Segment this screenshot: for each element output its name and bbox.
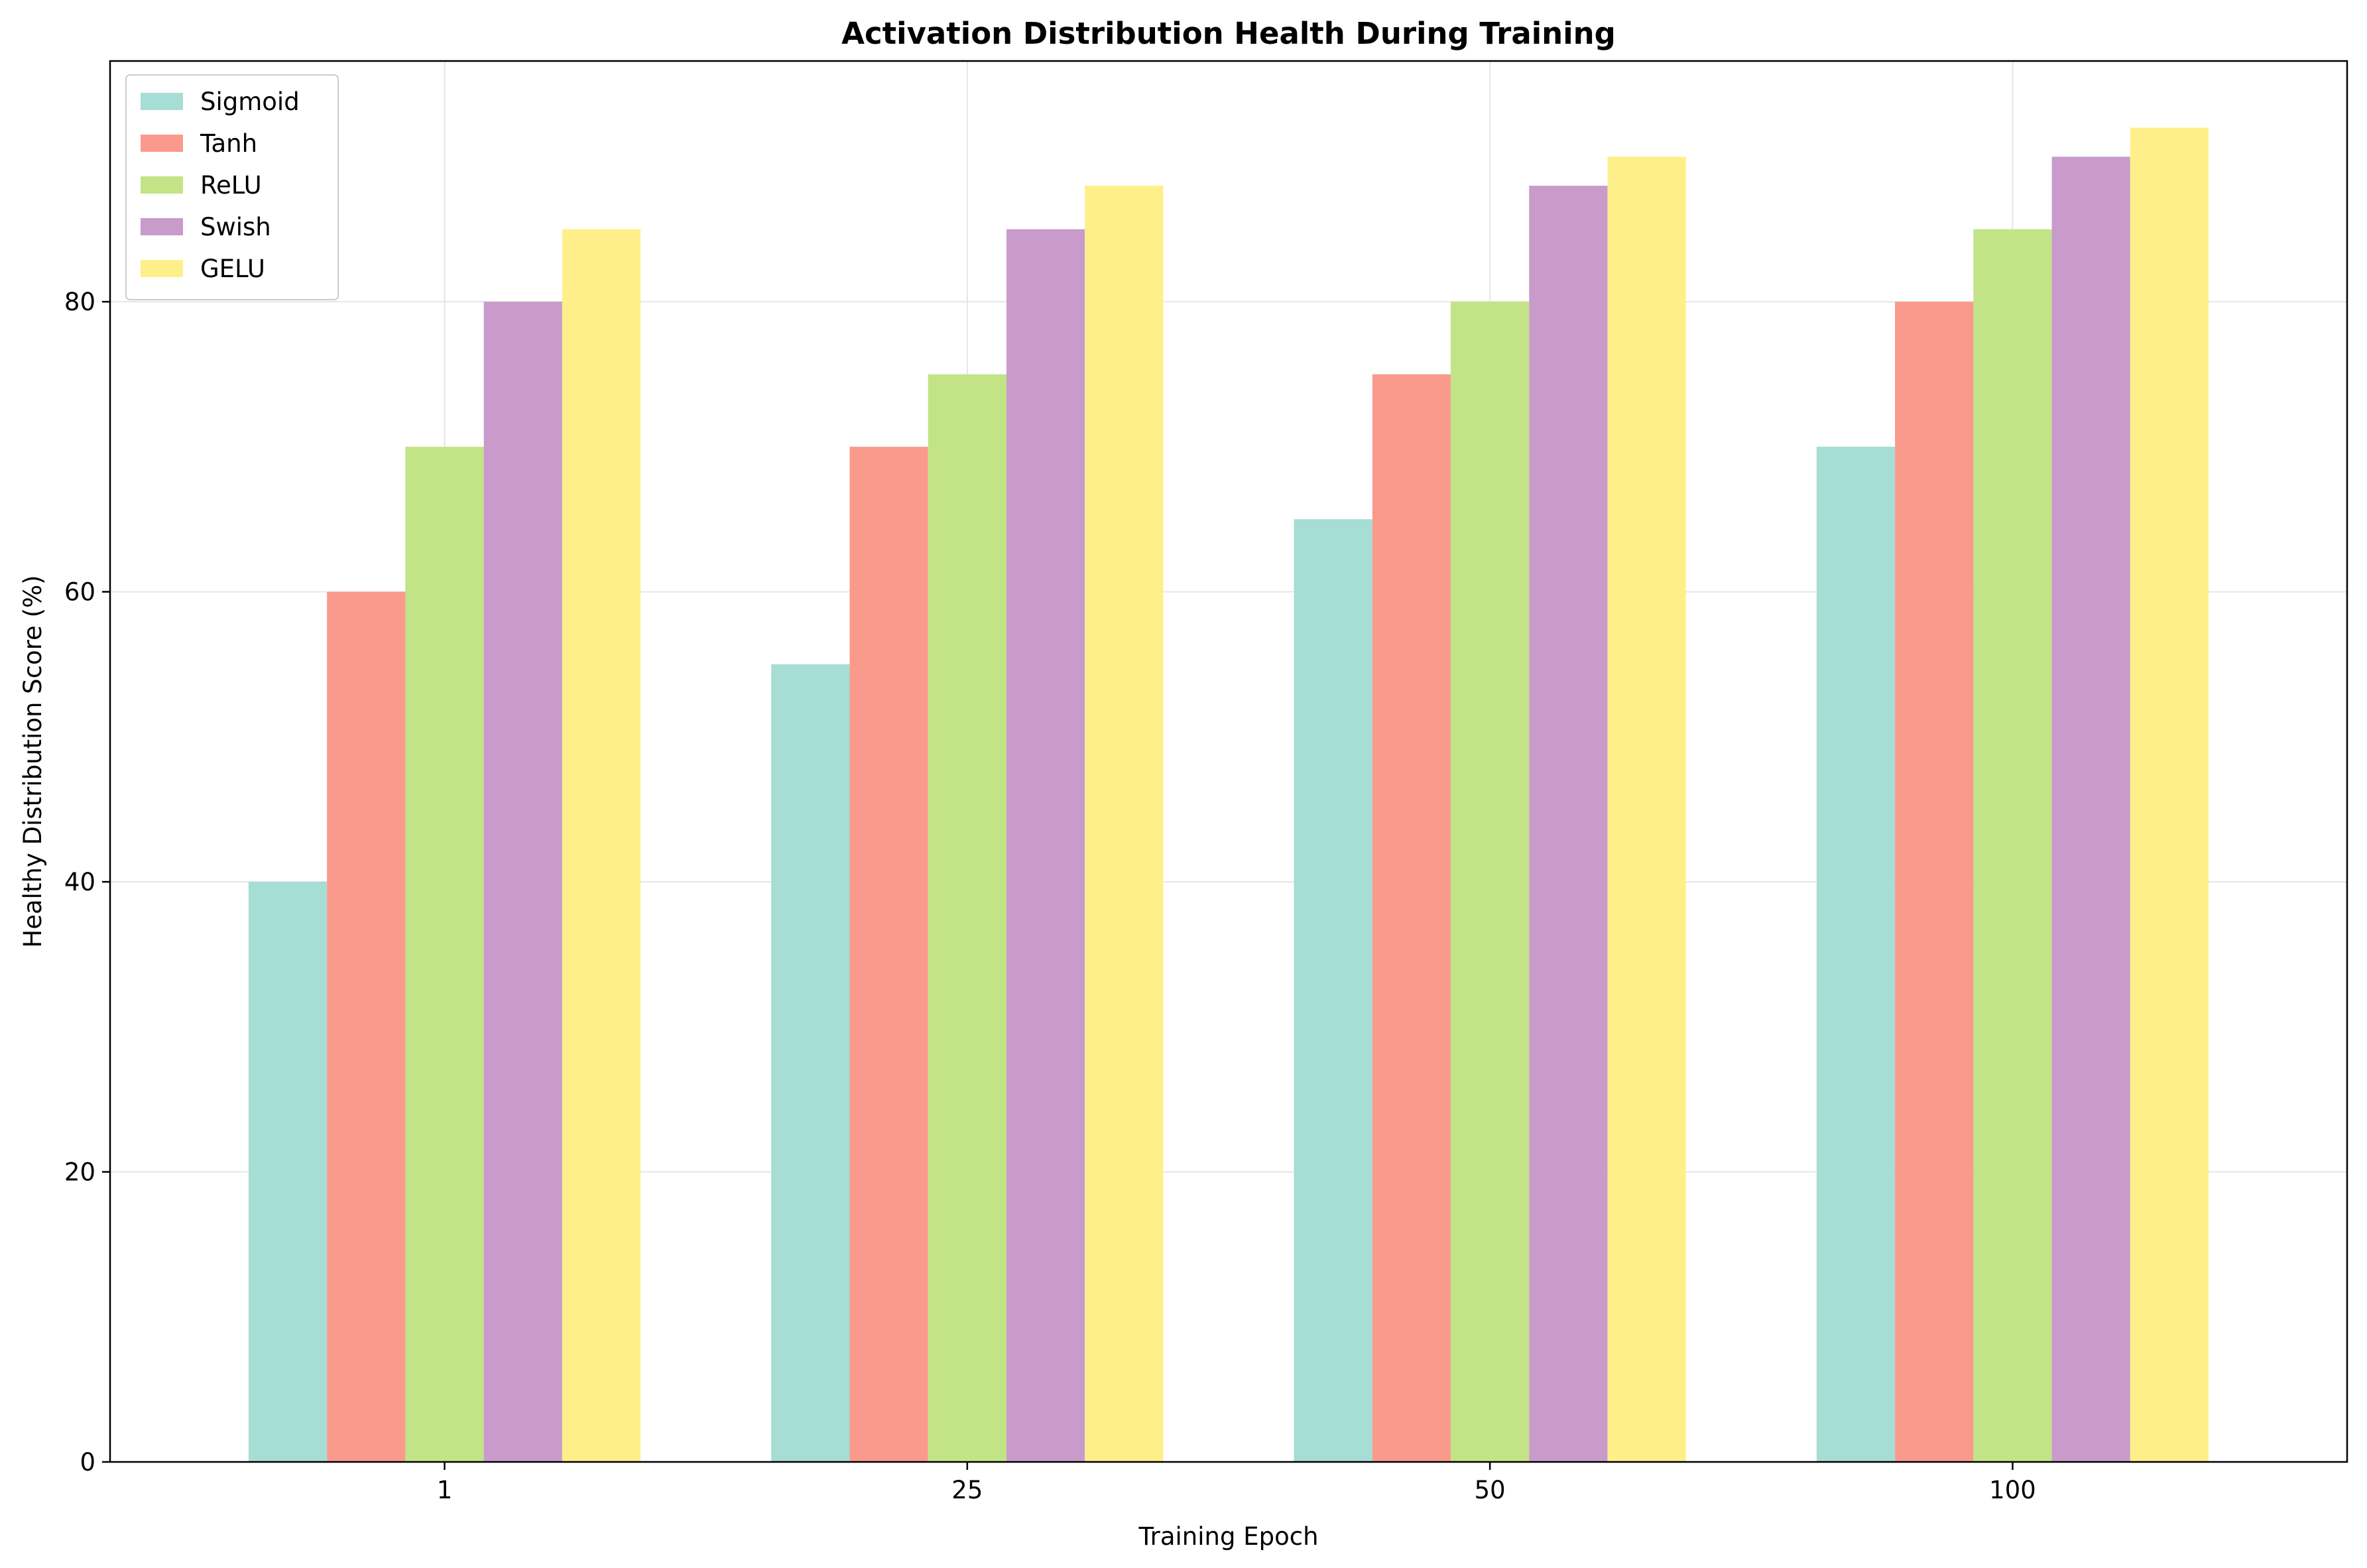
bars (248, 127, 2209, 1463)
bar-sigmoid-100 (1816, 446, 1896, 1462)
x-tick-label: 50 (1475, 1476, 1506, 1504)
legend-label-gelu: GELU (200, 255, 265, 283)
bar-gelu-50 (1607, 156, 1686, 1462)
legend-label-tanh: Tanh (200, 129, 257, 158)
bar-gelu-100 (2130, 127, 2209, 1463)
y-tick-label: 20 (64, 1158, 95, 1187)
legend-swatch-gelu (141, 260, 183, 277)
legend-label-sigmoid: Sigmoid (200, 88, 300, 116)
bar-gelu-1 (562, 229, 641, 1462)
x-tick-label: 100 (1989, 1476, 2036, 1504)
bar-swish-50 (1529, 186, 1608, 1462)
chart-title: Activation Distribution Health During Tr… (841, 16, 1616, 51)
legend-label-relu: ReLU (200, 171, 262, 200)
legend-swatch-sigmoid (141, 93, 183, 110)
legend-items: Sigmoid Tanh ReLU Swish GELU (141, 88, 300, 283)
legend-box (125, 74, 339, 300)
bar-sigmoid-50 (1294, 519, 1372, 1462)
bar-relu-1 (405, 446, 484, 1462)
legend-swatch-tanh (141, 135, 183, 152)
bar-tanh-50 (1372, 374, 1451, 1462)
ticks: 0 20 40 60 80 1 25 50 100 (64, 288, 2036, 1504)
y-tick-label: 80 (64, 288, 95, 316)
bar-swish-100 (2051, 156, 2130, 1462)
bar-gelu-25 (1085, 186, 1164, 1462)
legend-swatch-relu (141, 176, 183, 194)
bar-tanh-25 (849, 446, 928, 1462)
legend-swatch-swish (141, 218, 183, 235)
y-tick-label: 40 (64, 868, 95, 896)
bar-swish-1 (483, 302, 562, 1462)
y-axis-label: Healthy Distribution Score (%) (19, 575, 47, 947)
bar-relu-50 (1451, 302, 1530, 1462)
bar-relu-100 (1973, 229, 2052, 1462)
bar-sigmoid-1 (248, 882, 328, 1462)
x-tick-label: 1 (437, 1476, 453, 1504)
bar-tanh-1 (327, 591, 406, 1462)
bar-sigmoid-25 (771, 664, 850, 1462)
bar-swish-25 (1006, 229, 1085, 1462)
x-axis-label: Training Epoch (1138, 1522, 1318, 1551)
plot-frame (109, 60, 2348, 1463)
legend: Sigmoid Tanh ReLU Swish GELU (125, 74, 339, 300)
x-tick-label: 25 (951, 1476, 983, 1504)
y-tick-label: 0 (80, 1448, 95, 1477)
bar-relu-25 (928, 374, 1006, 1462)
legend-label-swish: Swish (200, 213, 271, 241)
y-tick-label: 60 (64, 578, 95, 607)
bar-tanh-100 (1895, 302, 1974, 1462)
